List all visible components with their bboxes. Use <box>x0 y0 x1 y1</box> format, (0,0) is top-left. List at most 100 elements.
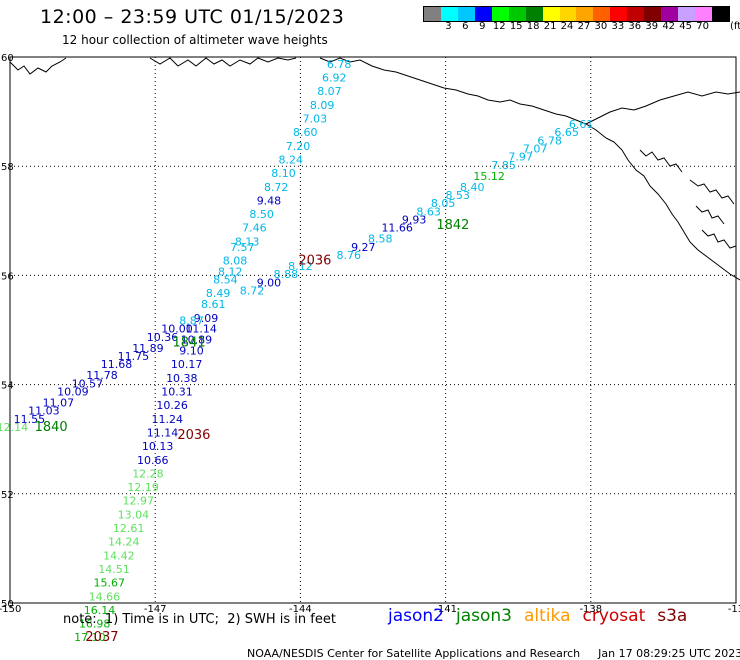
color-swatch <box>644 7 662 21</box>
wave-height-value: 6.61 <box>569 118 594 131</box>
wave-height-value: 8.76 <box>337 249 362 262</box>
pass-time-label: 2036 <box>177 428 210 443</box>
wave-height-value: 7.97 <box>508 151 533 164</box>
color-scale-label: 12 <box>492 21 506 32</box>
wave-height-value: 8.60 <box>293 126 318 139</box>
wave-height-value: 14.66 <box>89 590 121 603</box>
pass-time-label: 1840 <box>35 420 68 435</box>
wave-height-value: 8.09 <box>310 99 335 112</box>
wave-height-value: 8.05 <box>431 197 456 210</box>
wave-height-value: 8.07 <box>317 85 342 98</box>
wave-height-value: 7.20 <box>286 140 311 153</box>
axis-tick-labels: -150 -147 -144 -141 -138 -13 50 52 54 56 58 60 <box>0 53 740 615</box>
wave-height-value: 8.40 <box>460 181 485 194</box>
color-scale-label: 3 <box>445 21 452 32</box>
lon-tick-label: -141 <box>434 604 457 615</box>
wave-height-value: 13.04 <box>118 508 150 521</box>
satellite-legend: jason2 jason3 altika cryosat s3a <box>388 606 699 626</box>
wave-height-readings: 6.786.928.078.097.038.607.208.248.108.72… <box>0 58 593 644</box>
wave-height-value: 12.19 <box>127 481 159 494</box>
color-swatch <box>711 7 729 21</box>
lon-tick-label: -13 <box>728 604 740 615</box>
color-swatch <box>593 7 611 21</box>
wave-height-value: 12.28 <box>132 467 164 480</box>
wave-height-value: 8.24 <box>278 153 303 166</box>
legend-item-cryosat: cryosat <box>582 606 646 626</box>
wave-height-value: 8.88 <box>274 268 299 281</box>
wave-height-value: 8.50 <box>249 208 274 221</box>
wave-height-value: 8.58 <box>368 233 393 246</box>
wave-height-value: 10.38 <box>166 372 198 385</box>
color-scale-label: 15 <box>509 21 523 32</box>
lat-tick-label: 52 <box>1 490 14 501</box>
wave-height-value: 6.78 <box>327 58 352 71</box>
wave-height-value: 9.48 <box>257 194 282 207</box>
legend-item-s3a: s3a <box>657 606 688 626</box>
wave-height-value: 8.87 <box>179 315 204 328</box>
lon-tick-label: -147 <box>144 604 167 615</box>
wave-height-value: 11.07 <box>43 396 75 409</box>
wave-height-value: 8.12 <box>288 260 313 273</box>
wave-height-value: 8.72 <box>240 285 265 298</box>
color-swatch <box>627 7 645 21</box>
wave-height-value: 8.61 <box>201 298 226 311</box>
wave-height-value: 7.85 <box>491 159 516 172</box>
map-border <box>9 56 737 604</box>
color-swatch <box>542 7 560 21</box>
color-swatch <box>559 7 577 21</box>
lat-tick-label: 54 <box>1 381 14 392</box>
color-scale-label: 24 <box>560 21 574 32</box>
color-scale-bar <box>423 6 730 22</box>
legend-item-altika: altika <box>524 606 571 626</box>
wave-height-value: 11.24 <box>152 413 184 426</box>
wave-height-value: 8.49 <box>206 287 231 300</box>
color-swatch <box>695 7 712 21</box>
color-scale-label: 39 <box>645 21 659 32</box>
wave-height-value: 11.68 <box>101 358 133 371</box>
generated-timestamp: Jan 17 08:29:25 UTC 2023 <box>598 647 740 660</box>
color-scale-label: 6 <box>462 21 469 32</box>
lon-tick-label: -150 <box>0 604 21 615</box>
color-scale-label: 30 <box>594 21 608 32</box>
color-scale-label: 21 <box>543 21 557 32</box>
color-scale-label: 33 <box>611 21 625 32</box>
wave-height-value: 9.10 <box>179 345 204 358</box>
legend-item-jason3: jason3 <box>456 606 512 626</box>
wave-height-value: 9.09 <box>194 312 219 325</box>
wave-height-value: 14.42 <box>103 549 135 562</box>
color-swatch <box>508 7 526 21</box>
wave-height-value: 8.63 <box>416 205 441 218</box>
lat-tick-label: 50 <box>1 599 14 610</box>
wave-height-value: 7.07 <box>523 143 548 156</box>
wave-height-value: 10.17 <box>171 358 203 371</box>
wave-height-value: 11.14 <box>147 426 179 439</box>
wave-height-value: 15.12 <box>473 170 505 183</box>
wave-height-value: 10.66 <box>137 454 169 467</box>
page-subtitle: 12 hour collection of altimeter wave hei… <box>62 33 328 47</box>
wave-height-value: 11.78 <box>86 369 118 382</box>
wave-height-value: 8.10 <box>271 167 296 180</box>
wave-height-value: 8.53 <box>445 189 470 202</box>
wave-height-value: 11.66 <box>381 222 413 235</box>
wave-height-value: 7.57 <box>230 241 255 254</box>
wave-height-value: 9.27 <box>351 241 376 254</box>
color-scale-label: 27 <box>577 21 591 32</box>
color-scale-label: 70 <box>696 21 709 32</box>
wave-height-value: 10.00 <box>161 323 193 336</box>
pass-time-labels: 2036 2036 2037 1842 1841 1840 <box>35 218 470 645</box>
wave-height-value: 10.31 <box>161 386 193 399</box>
wave-height-value: 12.97 <box>123 495 155 508</box>
wave-height-value: 14.51 <box>98 563 130 576</box>
color-swatch <box>576 7 594 21</box>
wave-height-value: 11.14 <box>185 323 217 336</box>
credit-line: NOAA/NESDIS Center for Satellite Applica… <box>240 634 740 660</box>
color-scale-label: 45 <box>679 21 692 32</box>
wave-height-value: 6.78 <box>537 134 562 147</box>
wave-height-value: 10.36 <box>147 331 179 344</box>
pass-time-label: 2036 <box>298 253 331 268</box>
wave-height-value: 8.72 <box>264 181 289 194</box>
wave-height-value: 10.57 <box>72 377 104 390</box>
map-frame <box>9 56 737 604</box>
wave-height-value: 10.13 <box>142 440 174 453</box>
